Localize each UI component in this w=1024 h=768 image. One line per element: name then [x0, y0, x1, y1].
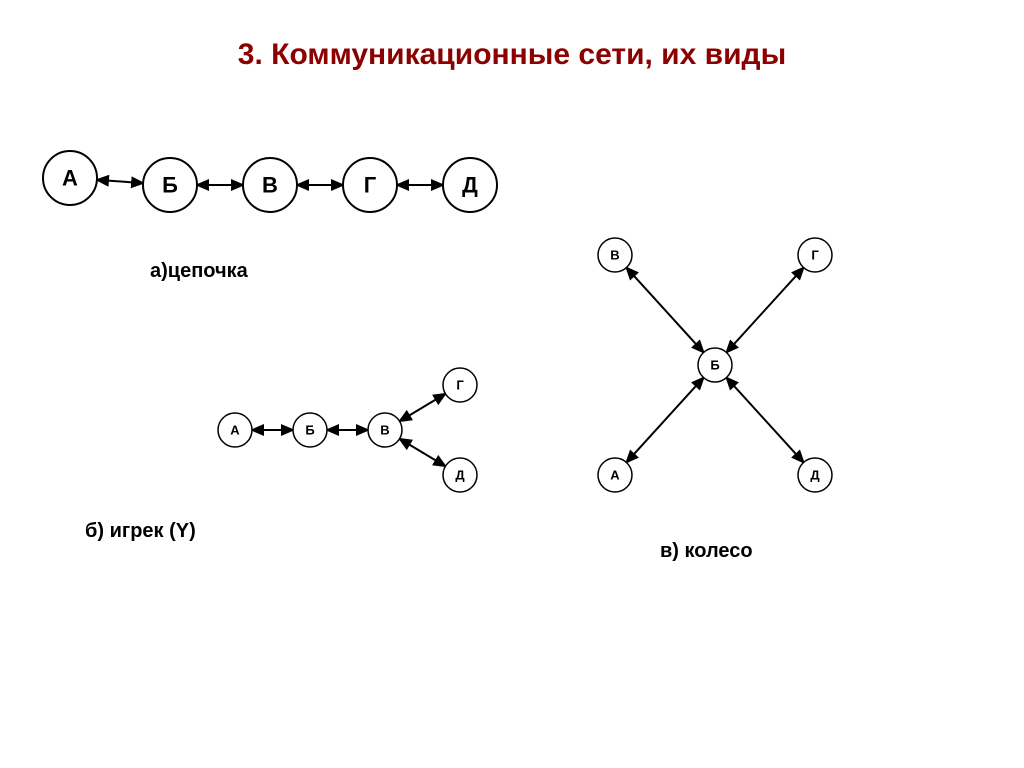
node-A: А	[598, 458, 632, 492]
node-label: Б	[305, 423, 314, 438]
diagram-chain: А Б В Г Д	[40, 140, 560, 230]
edge	[726, 268, 803, 353]
node-V: В	[243, 158, 297, 212]
caption-chain: а)цепочка	[150, 260, 248, 283]
edge	[400, 394, 446, 422]
node-G: Г	[343, 158, 397, 212]
node-D: Д	[443, 458, 477, 492]
node-label: А	[610, 468, 620, 483]
edge	[626, 268, 703, 353]
node-D: Д	[443, 158, 497, 212]
node-label: Д	[462, 173, 478, 198]
diagram-y: А Б В Г Д	[210, 355, 520, 505]
node-V: В	[368, 413, 402, 447]
caption-wheel: в) колесо	[660, 540, 753, 563]
node-D: Д	[798, 458, 832, 492]
node-label: В	[262, 173, 278, 198]
node-B: Б	[143, 158, 197, 212]
node-label: Д	[810, 468, 820, 483]
edge	[400, 439, 446, 467]
node-label: Д	[455, 468, 465, 483]
node-label: В	[610, 248, 619, 263]
node-label: Б	[710, 358, 719, 373]
node-B: Б	[293, 413, 327, 447]
node-B: Б	[698, 348, 732, 382]
node-label: Г	[456, 378, 464, 393]
caption-y: б) игрек (Y)	[85, 520, 196, 543]
edge	[97, 180, 143, 183]
node-label: Г	[364, 173, 377, 198]
node-G: Г	[443, 368, 477, 402]
diagram-wheel: В Г Б А Д	[560, 225, 870, 505]
node-label: А	[62, 166, 78, 191]
node-label: А	[230, 423, 240, 438]
node-V: В	[598, 238, 632, 272]
edge	[626, 378, 703, 463]
node-label: Г	[811, 248, 819, 263]
node-label: В	[380, 423, 389, 438]
node-A: А	[43, 151, 97, 205]
node-G: Г	[798, 238, 832, 272]
node-label: Б	[162, 173, 178, 198]
node-A: А	[218, 413, 252, 447]
page-title: 3. Коммуникационные сети, их виды	[0, 38, 1024, 72]
edge	[726, 378, 803, 463]
